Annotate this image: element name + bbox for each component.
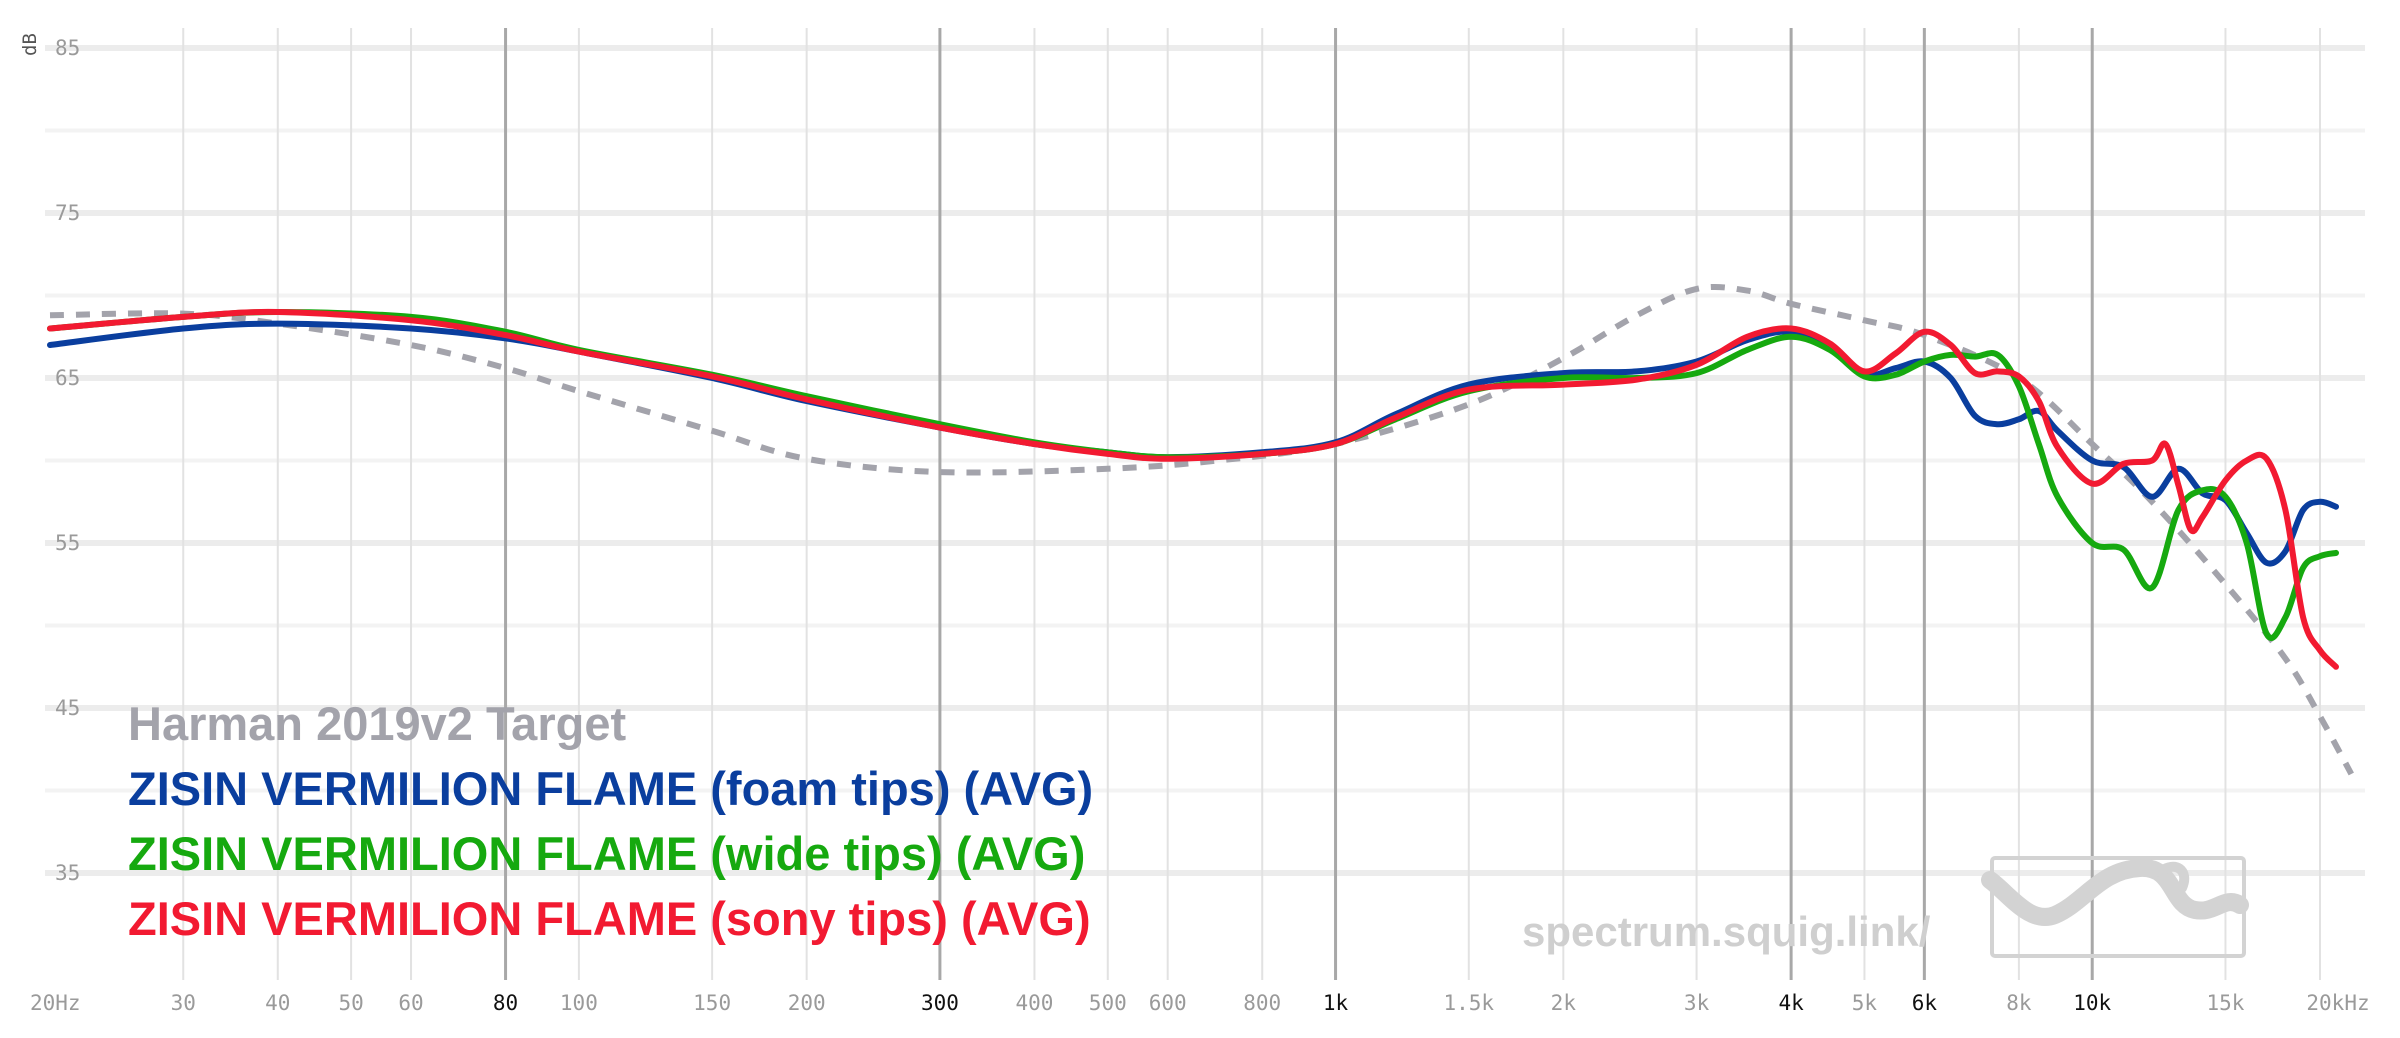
x-tick-label: 3k bbox=[1684, 991, 1710, 1015]
x-tick-label: 20kHz bbox=[2306, 991, 2369, 1015]
y-tick-label: 35 bbox=[55, 861, 80, 885]
watermark-text: spectrum.squig.link/ bbox=[1522, 908, 1931, 955]
x-tick-label: 200 bbox=[788, 991, 826, 1015]
x-tick-label: 400 bbox=[1015, 991, 1053, 1015]
x-tick-label: 15k bbox=[2206, 991, 2244, 1015]
squig-logo bbox=[1981, 856, 2249, 958]
y-tick-label: 85 bbox=[55, 36, 80, 60]
x-tick-label: 50 bbox=[338, 991, 363, 1015]
x-tick-label: 4k bbox=[1778, 991, 1804, 1015]
x-tick-label: 1k bbox=[1323, 991, 1349, 1015]
x-tick-label: 2k bbox=[1551, 991, 1577, 1015]
x-tick-label: 60 bbox=[398, 991, 423, 1015]
x-tick-label: 30 bbox=[171, 991, 196, 1015]
x-tick-label: 8k bbox=[2006, 991, 2032, 1015]
series-layer bbox=[47, 283, 2354, 776]
foam-tips-curve bbox=[47, 320, 2339, 567]
x-axis: 20Hz 30 40 50 60 80 100 150 200 300 400 500 600 800 1k… bbox=[30, 991, 2370, 1015]
y-tick-label: 55 bbox=[55, 531, 80, 555]
y-tick-label: 65 bbox=[55, 366, 80, 390]
watermark: spectrum.squig.link/ bbox=[1522, 856, 2249, 958]
legend-entry-foam-tips: ZISIN VERMILION FLAME (foam tips) (AVG) bbox=[128, 762, 1093, 815]
legend-entry-target: Harman 2019v2 Target bbox=[128, 697, 626, 750]
x-tick-label: 1.5k bbox=[1444, 991, 1495, 1015]
legend-entry-sony-tips: ZISIN VERMILION FLAME (sony tips) (AVG) bbox=[128, 892, 1091, 945]
x-tick-label: 600 bbox=[1149, 991, 1187, 1015]
x-tick-label: 800 bbox=[1243, 991, 1281, 1015]
legend-entry-wide-tips: ZISIN VERMILION FLAME (wide tips) (AVG) bbox=[128, 827, 1085, 880]
sony-tips-curve bbox=[47, 308, 2339, 670]
vertical-gridlines bbox=[182, 28, 2321, 980]
x-tick-label: 6k bbox=[1912, 991, 1938, 1015]
x-tick-label: 40 bbox=[265, 991, 290, 1015]
x-tick-label: 150 bbox=[693, 991, 731, 1015]
x-tick-label: 300 bbox=[921, 991, 959, 1015]
x-tick-label: 20Hz bbox=[30, 991, 81, 1015]
x-tick-label: 100 bbox=[560, 991, 598, 1015]
y-axis: dB 85 75 65 55 45 35 bbox=[19, 33, 80, 885]
legend: Harman 2019v2 Target ZISIN VERMILION FLA… bbox=[128, 697, 1093, 945]
x-tick-label: 5k bbox=[1852, 991, 1878, 1015]
y-axis-label: dB bbox=[19, 33, 41, 56]
x-tick-label: 80 bbox=[493, 991, 518, 1015]
x-tick-label: 10k bbox=[2073, 991, 2111, 1015]
y-tick-label: 45 bbox=[55, 696, 80, 720]
y-tick-label: 75 bbox=[55, 201, 80, 225]
x-tick-label: 500 bbox=[1089, 991, 1127, 1015]
